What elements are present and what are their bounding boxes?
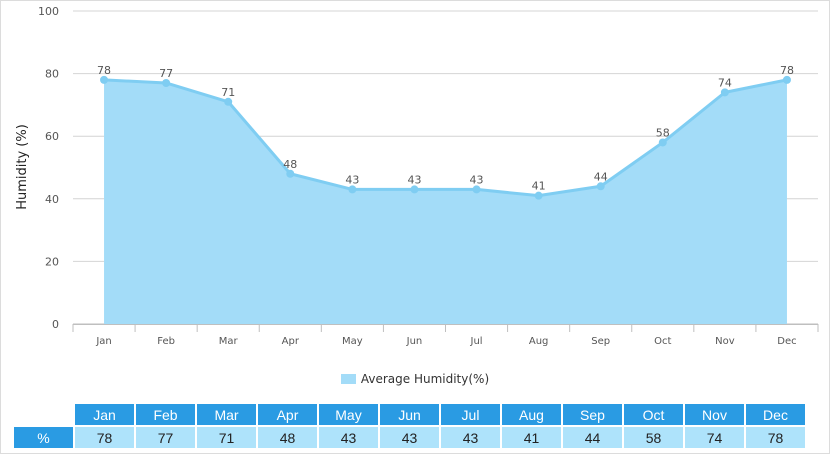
y-axis-label: Humidity (%) — [15, 124, 30, 210]
data-table: Jan Feb Mar Apr May Jun Jul Aug Sep Oct Nov Dec % 7… — [12, 402, 807, 450]
y-tick-label: 80 — [45, 68, 59, 81]
data-point-jun[interactable] — [410, 185, 419, 194]
y-tick-label: 20 — [45, 255, 59, 268]
table-header-may: May — [319, 404, 378, 425]
data-point-may[interactable] — [348, 185, 357, 194]
table-header-nov: Nov — [685, 404, 744, 425]
data-label-jul: 43 — [470, 173, 484, 186]
table-header-jun: Jun — [380, 404, 439, 425]
y-tick-label: 60 — [45, 130, 59, 143]
table-value-row: % 78 77 71 48 43 43 43 41 44 58 74 78 — [14, 427, 805, 448]
x-tick-label-may: May — [342, 336, 363, 347]
x-tick-label-mar: Mar — [219, 336, 239, 347]
x-tick-label-jul: Jul — [470, 336, 483, 347]
data-label-nov: 74 — [718, 76, 732, 89]
table-header-feb: Feb — [136, 404, 195, 425]
data-points — [100, 75, 791, 200]
x-tick-label-nov: Nov — [715, 336, 735, 347]
data-label-oct: 58 — [656, 126, 670, 139]
table-value-feb: 77 — [136, 427, 195, 448]
table-header-jul: Jul — [441, 404, 500, 425]
table-value-dec: 78 — [746, 427, 805, 448]
table-corner — [14, 404, 73, 425]
data-point-oct[interactable] — [658, 138, 667, 147]
x-axis: Jan Feb Mar Apr May Jun Jul Aug Sep Oct Nov Dec — [72, 324, 819, 347]
y-tick-label: 40 — [45, 193, 59, 206]
data-point-apr[interactable] — [286, 169, 295, 178]
data-label-may: 43 — [345, 173, 359, 186]
humidity-line — [103, 78, 788, 198]
legend-swatch — [340, 374, 356, 384]
table-value-mar: 71 — [197, 427, 256, 448]
data-point-mar[interactable] — [224, 97, 233, 106]
y-tick-label: 0 — [52, 318, 59, 331]
table-row-label: % — [14, 427, 73, 448]
x-tick-label-aug: Aug — [529, 336, 549, 347]
x-tick-label-oct: Oct — [654, 336, 671, 347]
data-label-jun: 43 — [407, 173, 421, 186]
table-value-jul: 43 — [441, 427, 500, 448]
table-header-apr: Apr — [258, 404, 317, 425]
data-point-dec[interactable] — [782, 75, 791, 84]
data-point-jul[interactable] — [472, 185, 481, 194]
legend-label: Average Humidity(%) — [360, 372, 490, 386]
data-point-sep[interactable] — [596, 182, 605, 191]
x-tick-label-sep: Sep — [591, 336, 610, 347]
table-value-aug: 41 — [502, 427, 561, 448]
data-label-sep: 44 — [594, 170, 608, 183]
table-value-sep: 44 — [563, 427, 622, 448]
table-header-row: Jan Feb Mar Apr May Jun Jul Aug Sep Oct Nov Dec — [14, 404, 805, 425]
data-point-aug[interactable] — [534, 191, 543, 200]
table-value-may: 43 — [319, 427, 378, 448]
humidity-area — [104, 79, 787, 324]
data-label-jan: 78 — [97, 64, 111, 77]
y-axis: 0 20 40 60 80 100 — [38, 5, 59, 331]
table-value-jun: 43 — [380, 427, 439, 448]
table-header-sep: Sep — [563, 404, 622, 425]
table-header-jan: Jan — [75, 404, 134, 425]
table-header-oct: Oct — [624, 404, 683, 425]
data-labels: 78 77 71 48 43 43 43 41 44 58 74 78 — [97, 64, 794, 193]
x-tick-label-feb: Feb — [157, 336, 175, 347]
data-label-dec: 78 — [780, 64, 794, 77]
y-tick-label: 100 — [38, 5, 59, 18]
x-tick-label-jun: Jun — [406, 336, 423, 347]
data-point-nov[interactable] — [720, 88, 729, 97]
table-header-aug: Aug — [502, 404, 561, 425]
x-tick-label-apr: Apr — [282, 336, 300, 347]
data-label-feb: 77 — [159, 67, 173, 80]
data-label-apr: 48 — [283, 158, 297, 171]
table-value-oct: 58 — [624, 427, 683, 448]
x-tick-label-dec: Dec — [777, 336, 796, 347]
data-label-aug: 41 — [532, 180, 546, 193]
x-tick-label-jan: Jan — [95, 336, 111, 347]
data-label-mar: 71 — [221, 86, 235, 99]
table-value-nov: 74 — [685, 427, 744, 448]
humidity-chart: 0 20 40 60 80 100 Humidity (%) 78 77 71 48 43 43 43… — [15, 5, 819, 347]
data-point-feb[interactable] — [162, 78, 171, 87]
table-value-jan: 78 — [75, 427, 134, 448]
table-value-apr: 48 — [258, 427, 317, 448]
table-header-mar: Mar — [197, 404, 256, 425]
data-point-jan[interactable] — [100, 75, 109, 84]
table-header-dec: Dec — [746, 404, 805, 425]
legend[interactable]: Average Humidity(%) — [0, 372, 830, 386]
